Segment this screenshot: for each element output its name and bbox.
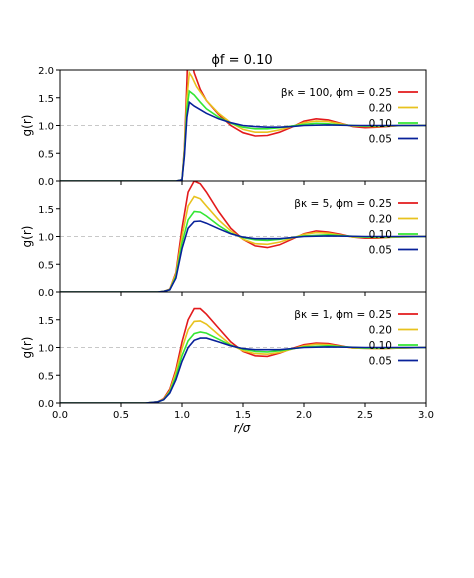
legend-label: 0.05 [369,356,392,368]
y-tick-label: 0.0 [38,177,54,188]
y-tick-label: 0.5 [38,260,54,271]
y-axis-label: g(r) [20,226,34,248]
x-tick-label: 2.5 [357,410,373,421]
y-tick-label: 0.5 [38,371,54,382]
y-tick-label: 1.5 [38,205,54,216]
legend-label: 0.20 [369,103,392,115]
legend-label: 0.05 [369,134,392,146]
legend-label: 0.10 [369,118,392,130]
y-tick-label: 1.0 [38,344,54,355]
legend-label: 0.10 [369,229,392,241]
x-tick-label: 2.0 [296,410,312,421]
y-axis-label: g(r) [20,115,34,137]
legend-label: 0.20 [369,214,392,226]
y-tick-label: 1.0 [38,233,54,244]
y-tick-label: 1.5 [38,316,54,327]
y-tick-label: 2.0 [38,66,54,77]
series-line-0.05 [60,100,426,181]
y-tick-label: 1.0 [38,122,54,133]
x-tick-label: 1.0 [174,410,190,421]
y-axis-label: g(r) [20,337,34,359]
legend-label: βκ = 100, ϕm = 0.25 [281,87,392,99]
panel-bk1: 0.0 0.5 1.0 1.5 0.0 0.5 1.0 1.5 2.0 2.5 3.0 g(r) βκ … [20,291,434,421]
legend-label: 0.05 [369,245,392,257]
legend-label: 0.20 [369,325,392,337]
x-tick-label: 1.5 [235,410,251,421]
panel-bk100: 0.0 0.5 1.0 1.5 2.0 g(r) βκ = 100, ϕm = 0.25 0.… [20,66,427,188]
legend-label: βκ = 5, ϕm = 0.25 [294,198,392,210]
legend-label: βκ = 1, ϕm = 0.25 [294,309,392,321]
y-tick-label: 0.5 [38,149,54,160]
x-axis-label: r/σ [234,421,251,435]
x-tick-label: 0.5 [113,410,129,421]
series-line-0.05 [60,220,426,292]
x-tick-label: 3.0 [418,410,434,421]
y-tick-label: 0.0 [38,288,54,299]
figure-title: ϕf = 0.10 [211,53,272,68]
series-line-0.05 [60,337,426,403]
y-tick-label: 0.0 [38,399,54,410]
y-tick-label: 1.5 [38,94,54,105]
legend-label: 0.10 [369,340,392,352]
x-tick-label: 0.0 [52,410,68,421]
